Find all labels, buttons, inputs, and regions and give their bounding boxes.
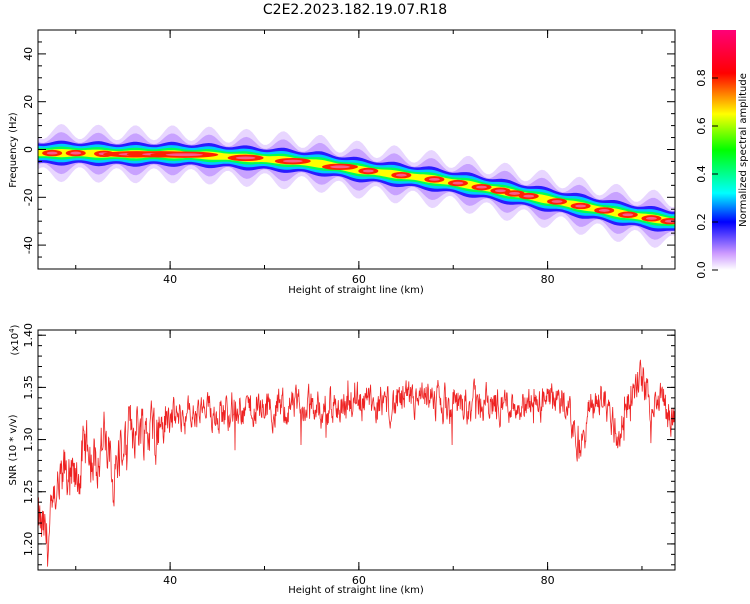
colorbar-tick-label: 0.2: [695, 213, 708, 231]
spectrogram-ytick-label: 20: [22, 95, 35, 109]
snr-ytick-label: 1.25: [22, 479, 35, 504]
snr-ylabel: SNR (10 * v/v): [8, 414, 19, 485]
ridge-peak-core: [362, 169, 374, 173]
colorbar: 0.0 0.2 0.4 0.6 0.8 Normalized spectral ampl…: [695, 30, 749, 279]
spectrogram-ticks: 40 60 80 -40 -20 0 20 40: [22, 29, 675, 286]
ridge-peak-core: [452, 181, 464, 185]
snr-series-line: [38, 359, 675, 567]
colorbar-tick-label: 0.6: [695, 117, 708, 135]
spectrogram-ytick-label: -40: [22, 236, 35, 254]
snr-yunit-exp: 4: [8, 328, 16, 333]
spectrogram-ridge: [38, 124, 675, 248]
spectrogram-xtick-label: 80: [541, 273, 555, 286]
ridge-peak-core: [645, 216, 657, 220]
ridge-peak-core: [509, 192, 521, 195]
colorbar-ticks: 0.0 0.2 0.4 0.6 0.8: [695, 69, 718, 279]
page-title: C2E2.2023.182.19.07.R18: [263, 2, 447, 18]
snr-xlabel: Height of straight line (km): [288, 585, 424, 596]
ridge-peak-core: [476, 185, 488, 189]
spectrogram-ytick-label: 40: [22, 47, 35, 61]
ridge-peak-core: [70, 151, 82, 155]
ridge-peak-core: [622, 213, 634, 217]
ridge-peak-core: [575, 204, 587, 208]
snr-xtick-label: 80: [541, 574, 555, 587]
colorbar-tick-label: 0.4: [695, 165, 708, 183]
snr-ytick-label: 1.30: [22, 427, 35, 452]
ridge-peak-core: [598, 209, 610, 212]
spectrogram-xtick-label: 40: [163, 273, 177, 286]
snr-yunit-base: (x10: [10, 333, 21, 356]
colorbar-tick-label: 0.8: [695, 69, 708, 87]
ridge-peak-core: [395, 173, 407, 177]
colorbar-gradient: [712, 30, 736, 270]
ridge-peak-core: [428, 177, 440, 181]
ridge-band: [38, 140, 675, 232]
ridge-peak-core: [664, 219, 675, 223]
snr-yunit: (x104): [8, 324, 21, 355]
snr-ticks: 40 60 80 1.20 1.25 1.30 1.35 1.40: [22, 323, 675, 587]
spectrogram-ytick-label: 0: [22, 146, 35, 153]
snr-xtick-label: 60: [352, 574, 366, 587]
colorbar-tick-label: 0.0: [695, 261, 708, 279]
ridge-peak-core: [523, 194, 535, 198]
ridge-peak-core: [282, 159, 303, 163]
snr-xtick-label: 40: [163, 574, 177, 587]
snr-yunit-close: ): [10, 324, 21, 328]
ridge-peak-core: [165, 153, 203, 157]
ridge-peak-core: [551, 200, 563, 203]
snr-panel: 40 60 80 1.20 1.25 1.30 1.35 1.40 Height of str…: [8, 323, 676, 596]
spectrogram-xlabel: Height of straight line (km): [288, 285, 424, 296]
ridge-peak-core: [494, 189, 506, 193]
snr-ytick-label: 1.40: [22, 323, 35, 348]
ridge-peak-core: [235, 156, 256, 160]
ridge-peak-core: [330, 165, 350, 169]
ridge-peak-core: [46, 151, 58, 155]
spectrogram-xtick-label: 60: [352, 273, 366, 286]
colorbar-label: Normalized spectral amplitude: [738, 73, 749, 227]
spectrogram-ylabel: Frequency (Hz): [8, 112, 19, 188]
spectrogram-ytick-label: -20: [22, 188, 35, 206]
spectrogram-panel: 40 60 80 -40 -20 0 20 40 Height of straight lin…: [8, 29, 676, 296]
snr-ytick-label: 1.35: [22, 375, 35, 400]
snr-ytick-label: 1.20: [22, 532, 35, 557]
